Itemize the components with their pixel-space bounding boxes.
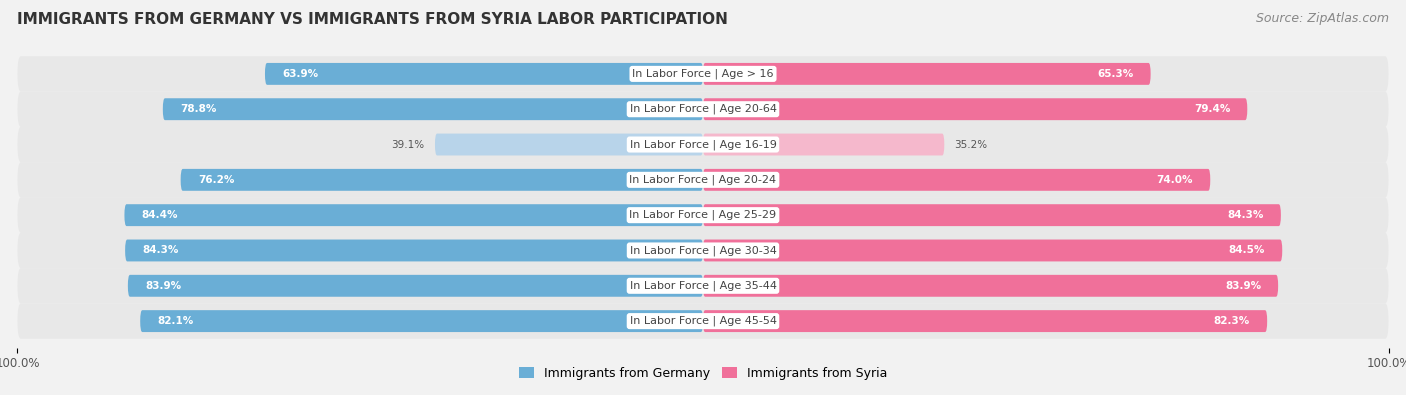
FancyBboxPatch shape <box>17 303 1389 339</box>
FancyBboxPatch shape <box>17 198 1389 233</box>
Text: In Labor Force | Age > 16: In Labor Force | Age > 16 <box>633 69 773 79</box>
FancyBboxPatch shape <box>125 239 703 261</box>
Text: 65.3%: 65.3% <box>1097 69 1133 79</box>
Text: 39.1%: 39.1% <box>391 139 425 150</box>
Text: In Labor Force | Age 20-24: In Labor Force | Age 20-24 <box>630 175 776 185</box>
Text: 63.9%: 63.9% <box>283 69 318 79</box>
FancyBboxPatch shape <box>17 92 1389 127</box>
FancyBboxPatch shape <box>434 134 703 156</box>
FancyBboxPatch shape <box>703 134 945 156</box>
Text: IMMIGRANTS FROM GERMANY VS IMMIGRANTS FROM SYRIA LABOR PARTICIPATION: IMMIGRANTS FROM GERMANY VS IMMIGRANTS FR… <box>17 12 728 27</box>
Text: 84.5%: 84.5% <box>1229 245 1265 256</box>
Text: 83.9%: 83.9% <box>145 281 181 291</box>
FancyBboxPatch shape <box>703 204 1281 226</box>
FancyBboxPatch shape <box>141 310 703 332</box>
FancyBboxPatch shape <box>703 63 1150 85</box>
Text: In Labor Force | Age 25-29: In Labor Force | Age 25-29 <box>630 210 776 220</box>
Text: 74.0%: 74.0% <box>1157 175 1194 185</box>
Text: 84.3%: 84.3% <box>142 245 179 256</box>
FancyBboxPatch shape <box>17 268 1389 303</box>
Text: 78.8%: 78.8% <box>180 104 217 114</box>
FancyBboxPatch shape <box>180 169 703 191</box>
Text: 84.3%: 84.3% <box>1227 210 1264 220</box>
Text: 82.1%: 82.1% <box>157 316 194 326</box>
FancyBboxPatch shape <box>703 310 1267 332</box>
Text: 76.2%: 76.2% <box>198 175 235 185</box>
FancyBboxPatch shape <box>703 169 1211 191</box>
Legend: Immigrants from Germany, Immigrants from Syria: Immigrants from Germany, Immigrants from… <box>515 363 891 384</box>
Text: Source: ZipAtlas.com: Source: ZipAtlas.com <box>1256 12 1389 25</box>
Text: In Labor Force | Age 20-64: In Labor Force | Age 20-64 <box>630 104 776 115</box>
Text: 83.9%: 83.9% <box>1225 281 1261 291</box>
FancyBboxPatch shape <box>17 56 1389 92</box>
Text: 35.2%: 35.2% <box>955 139 987 150</box>
Text: In Labor Force | Age 35-44: In Labor Force | Age 35-44 <box>630 280 776 291</box>
FancyBboxPatch shape <box>163 98 703 120</box>
Text: 79.4%: 79.4% <box>1194 104 1230 114</box>
FancyBboxPatch shape <box>703 98 1247 120</box>
Text: 84.4%: 84.4% <box>142 210 179 220</box>
FancyBboxPatch shape <box>703 239 1282 261</box>
FancyBboxPatch shape <box>703 275 1278 297</box>
Text: In Labor Force | Age 16-19: In Labor Force | Age 16-19 <box>630 139 776 150</box>
FancyBboxPatch shape <box>124 204 703 226</box>
FancyBboxPatch shape <box>264 63 703 85</box>
FancyBboxPatch shape <box>128 275 703 297</box>
FancyBboxPatch shape <box>17 162 1389 198</box>
FancyBboxPatch shape <box>17 127 1389 162</box>
Text: 82.3%: 82.3% <box>1213 316 1250 326</box>
Text: In Labor Force | Age 30-34: In Labor Force | Age 30-34 <box>630 245 776 256</box>
Text: In Labor Force | Age 45-54: In Labor Force | Age 45-54 <box>630 316 776 326</box>
FancyBboxPatch shape <box>17 233 1389 268</box>
